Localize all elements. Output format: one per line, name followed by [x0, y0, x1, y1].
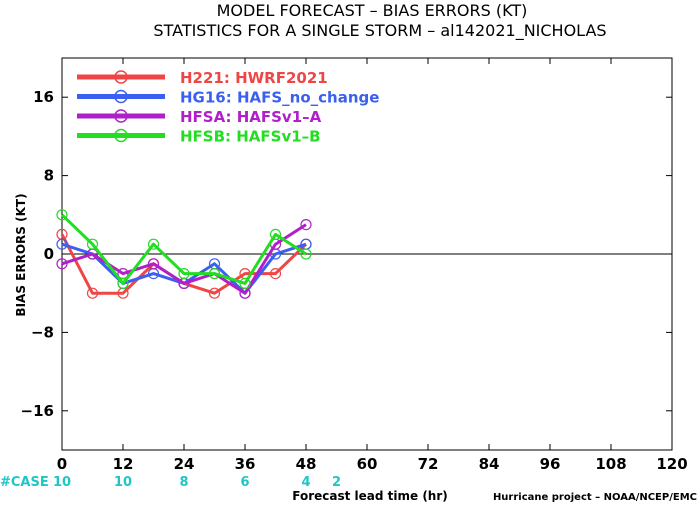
- case-count-row: #CASE 10 10 8 6 4 2: [0, 475, 341, 490]
- y-axis: 16 8 0 −8 −16: [21, 88, 672, 420]
- legend-label: HG16: HAFS_no_change: [180, 89, 379, 107]
- legend-marker: [114, 128, 128, 143]
- case-count: 8: [179, 475, 188, 490]
- x-tick-label: 120: [656, 455, 687, 473]
- case-count: 10: [114, 475, 132, 490]
- legend-marker: [114, 89, 128, 104]
- series-4: [56, 209, 312, 289]
- legend-label: H221: HWRF2021: [180, 69, 328, 87]
- case-count: 2: [332, 475, 341, 490]
- legend: H221: HWRF2021 HG16: HAFS_no_changeHFSA: …: [77, 69, 379, 146]
- y-tick-label: −16: [21, 402, 54, 420]
- x-tick-label: 0: [57, 455, 67, 473]
- x-tick-label: 36: [235, 455, 256, 473]
- data-point: [269, 268, 282, 280]
- data-point: [56, 258, 68, 270]
- legend-marker: [114, 109, 128, 123]
- x-tick-label: 12: [113, 455, 134, 473]
- x-tick-label: 60: [357, 455, 378, 473]
- y-axis-label: BIAS ERRORS (KT): [14, 193, 28, 316]
- y-tick-label: 0: [44, 245, 54, 263]
- data-point: [239, 277, 251, 289]
- y-tick-label: 16: [33, 88, 54, 106]
- data-point: [300, 248, 312, 260]
- series-line: [61, 223, 307, 295]
- data-point: [117, 277, 129, 289]
- legend-label: HFSB: HAFSv1–B: [180, 128, 321, 146]
- x-tick-label: 72: [418, 455, 439, 473]
- data-point: [178, 268, 190, 280]
- data-point: [86, 238, 99, 250]
- chart-subtitle: STATISTICS FOR A SINGLE STORM – al142021…: [153, 21, 606, 41]
- data-point: [269, 228, 282, 240]
- x-axis-label: Forecast lead time (hr): [292, 489, 448, 503]
- data-point: [56, 238, 68, 250]
- data-point: [56, 209, 68, 221]
- x-tick-label: 84: [479, 455, 500, 473]
- x-axis: 0 12 24 36 48 60 72 84 96 108 120: [57, 58, 688, 473]
- x-tick-label: 24: [174, 455, 195, 473]
- x-tick-label: 96: [540, 455, 561, 473]
- series-layer: [56, 209, 312, 299]
- x-tick-label: 108: [595, 455, 626, 473]
- credit-text: Hurricane project – NOAA/NCEP/EMC: [493, 492, 697, 503]
- data-point: [300, 219, 312, 231]
- y-tick-label: 8: [44, 167, 54, 185]
- data-point: [147, 258, 160, 270]
- data-point: [86, 287, 99, 299]
- series-line: [60, 213, 307, 285]
- y-tick-label: −8: [31, 323, 54, 341]
- case-count: 6: [240, 475, 249, 490]
- case-count: 4: [301, 475, 310, 490]
- case-label: #CASE: [0, 475, 49, 490]
- data-point: [208, 287, 221, 299]
- data-point: [147, 238, 160, 250]
- legend-label: HFSA: HAFSv1–A: [180, 108, 322, 126]
- data-point: [208, 268, 221, 280]
- x-tick-label: 48: [296, 455, 317, 473]
- case-count: 10: [53, 475, 71, 490]
- legend-marker: [114, 70, 128, 84]
- chart-title: MODEL FORECAST – BIAS ERRORS (KT): [217, 1, 528, 20]
